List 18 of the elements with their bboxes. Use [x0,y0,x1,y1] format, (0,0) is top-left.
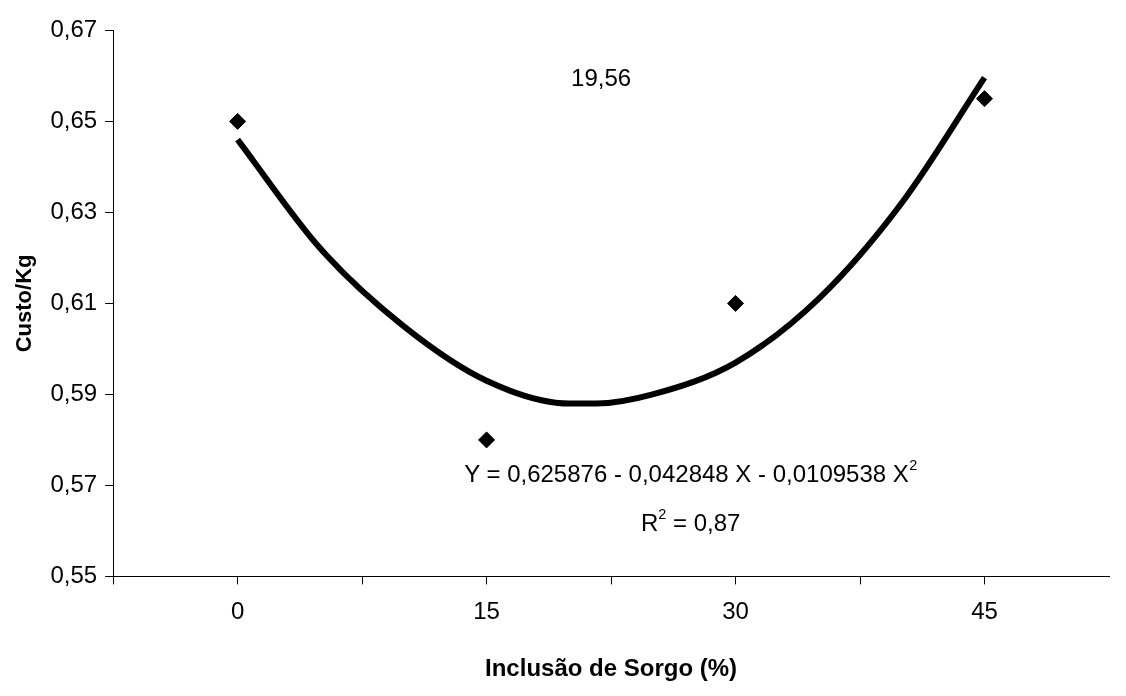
x-tick-label: 30 [722,597,749,625]
y-tick-label: 0,55 [50,561,98,589]
x-tick-label: 15 [473,597,500,625]
x-tick-label: 45 [971,597,998,625]
y-tick-label: 0,61 [50,288,98,316]
x-tick-label: 0 [230,597,245,625]
y-tick-label: 0,57 [50,470,98,498]
y-tick-label: 0,67 [50,15,98,43]
point [229,112,247,130]
point [727,294,745,312]
y-tick-label: 0,59 [50,379,98,407]
y-axis-title: Custo/Kg [11,254,37,353]
y-tick-label: 0,63 [50,197,98,225]
x-axis-title: Inclusão de Sorgo (%) [485,654,738,682]
point [976,90,994,108]
y-tick-label: 0,65 [50,106,98,134]
point [478,431,496,449]
annotation: 19,56 [571,64,632,92]
